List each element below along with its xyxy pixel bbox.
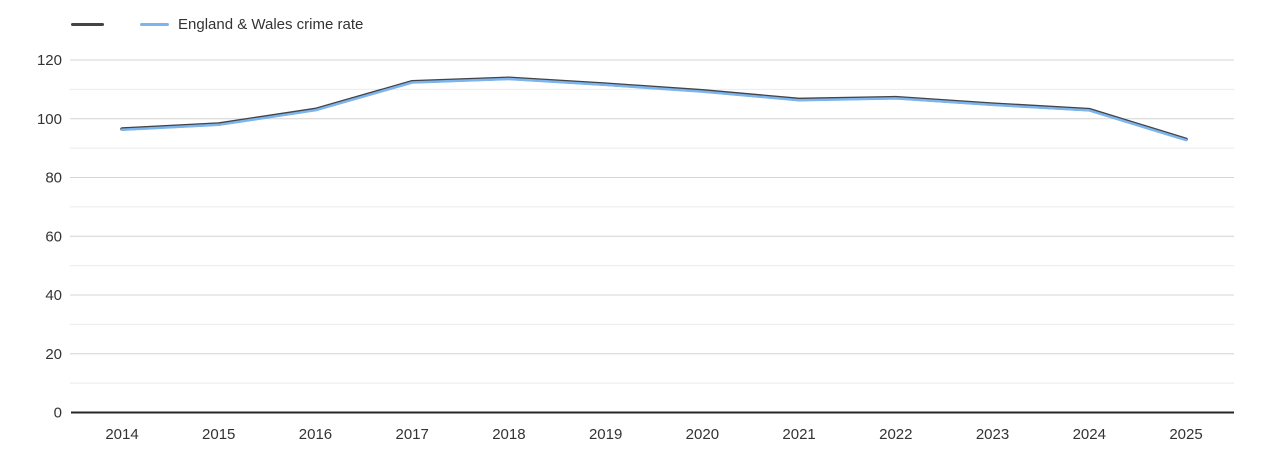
chart-legend: England & Wales crime rate (71, 16, 363, 33)
x-axis-label: 2017 (395, 426, 428, 443)
x-axis-label: 2015 (202, 426, 235, 443)
x-axis-label: 2021 (782, 426, 815, 443)
x-axis-label: 2024 (1073, 426, 1106, 443)
x-axis-label: 2018 (492, 426, 525, 443)
y-axis-label: 40 (45, 287, 62, 304)
series-line-england-wales[interactable] (120, 77, 1188, 142)
y-axis-label: 80 (45, 170, 62, 187)
y-axis-label: 120 (37, 52, 62, 69)
y-axis-label: 0 (54, 405, 62, 422)
y-axis-label: 100 (37, 111, 62, 128)
x-axis-label: 2020 (686, 426, 719, 443)
legend-item-england-wales[interactable]: England & Wales crime rate (140, 16, 363, 33)
legend-label-england-wales: England & Wales crime rate (178, 16, 364, 33)
legend-line-swatch-blue (140, 23, 169, 26)
x-axis-label: 2016 (299, 426, 332, 443)
x-axis-label: 2019 (589, 426, 622, 443)
x-axis-label: 2014 (105, 426, 138, 443)
y-axis-label: 20 (45, 346, 62, 363)
x-axis-label: 2023 (976, 426, 1009, 443)
x-axis-label: 2022 (879, 426, 912, 443)
legend-item-area-series[interactable] (71, 23, 104, 26)
x-axis-label: 2025 (1169, 426, 1202, 443)
legend-line-swatch-dark (71, 23, 104, 26)
y-axis-label: 60 (45, 228, 62, 245)
